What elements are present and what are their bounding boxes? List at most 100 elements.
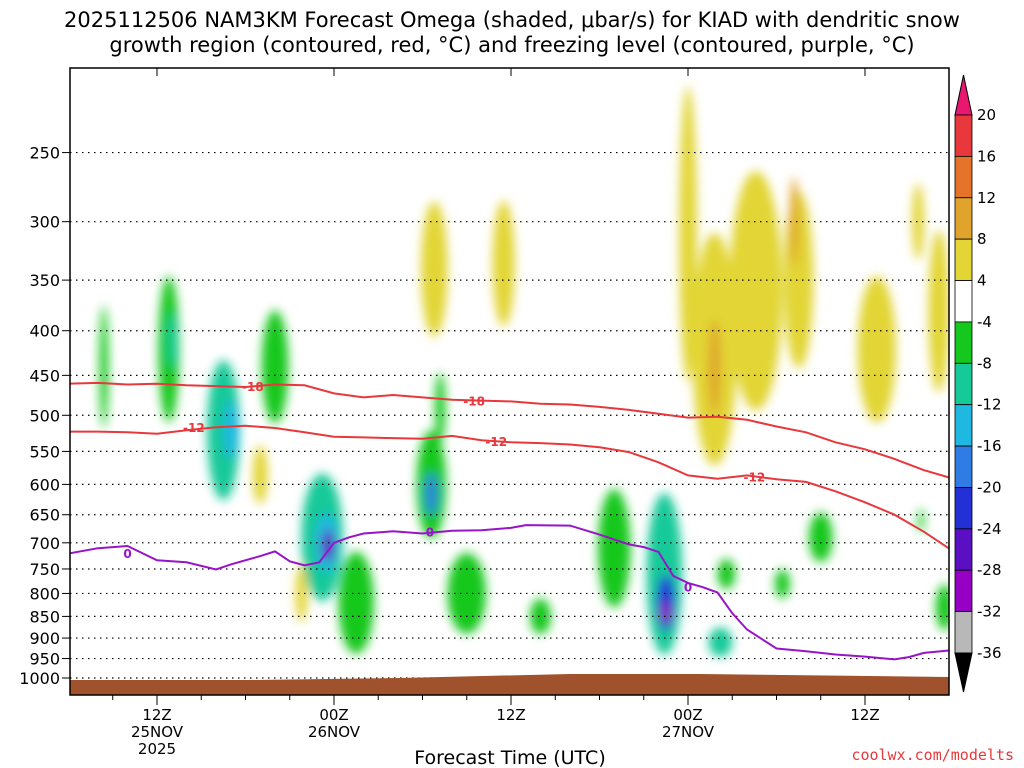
y-tick-350: 350 — [29, 271, 60, 290]
colorbar-segment-9 — [954, 487, 973, 530]
colorbar-bottom-arrow — [954, 652, 973, 693]
colorbar-label-0: 20 — [977, 106, 996, 124]
omega-cell-22 — [661, 600, 671, 624]
omega-cell-4 — [223, 400, 239, 460]
y-tick-650: 650 — [29, 506, 60, 525]
omega-cell-34 — [912, 183, 924, 260]
contour-label--12-2: -12 — [744, 471, 766, 485]
colorbar-label-11: -28 — [977, 561, 1002, 579]
x-tick-label-1-0: 00Z — [319, 706, 348, 724]
omega-cell-14 — [435, 372, 446, 443]
x-tick-label-3-0: 00Z — [673, 706, 702, 724]
colorbar-label-13: -36 — [977, 644, 1002, 662]
contour-label--18-1: -18 — [463, 395, 485, 409]
y-tick-450: 450 — [29, 366, 60, 385]
y-tick-950: 950 — [29, 650, 60, 669]
colorbar-segment-2 — [954, 197, 973, 240]
y-tick-600: 600 — [29, 475, 60, 494]
colorbar-segment-8 — [954, 445, 973, 488]
colorbar-label-1: 16 — [977, 147, 996, 165]
y-tick-400: 400 — [29, 322, 60, 341]
omega-cell-11 — [295, 564, 308, 622]
omega-shading — [99, 86, 949, 657]
omega-cell-0 — [99, 306, 109, 428]
colorbar-label-2: 12 — [977, 189, 996, 207]
contour-label--18-0: -18 — [242, 380, 264, 394]
colorbar-segment-3 — [954, 238, 973, 281]
plot-background — [70, 68, 949, 695]
y-tick-300: 300 — [29, 213, 60, 232]
contour-line-0 — [70, 524, 949, 661]
x-axis-label: Forecast Time (UTC) — [414, 747, 605, 768]
omega-cell-26 — [729, 171, 783, 411]
colorbar-label-6: -8 — [977, 354, 992, 372]
colorbar-segment-12 — [954, 611, 973, 654]
contour-line--18 — [70, 381, 949, 479]
y-axis-ticks: 250 300 350 400 450 500 550 600 650 700 750 800 850 9… — [19, 144, 70, 688]
plot-frame — [69, 67, 950, 696]
colorbar: 20 16 12 8 4 -4 -8 -12 -16 -20 -24 -28 -32 -36 — [954, 74, 1002, 693]
omega-cell-29 — [708, 627, 733, 657]
colorbar-label-4: 4 — [977, 272, 987, 290]
colorbar-segment-4 — [954, 280, 973, 323]
terrain-strip — [70, 674, 949, 695]
y-tick-250: 250 — [29, 144, 60, 163]
omega-cell-32 — [808, 512, 833, 563]
x-tick-label-1-1: 26NOV — [308, 723, 361, 741]
y-tick-850: 850 — [29, 607, 60, 626]
pressure-gridlines — [70, 151, 949, 679]
colorbar-segment-11 — [954, 569, 973, 613]
chart-title-line2: growth region (contoured, red, °C) and f… — [109, 33, 914, 57]
omega-cell-13 — [425, 472, 438, 516]
x-tick-label-0-2: 2025 — [138, 740, 176, 758]
x-tick-label-2-0: 12Z — [496, 706, 525, 724]
contour-label--12-0: -12 — [183, 421, 205, 435]
omega-cell-2 — [167, 312, 177, 368]
y-tick-900: 900 — [29, 629, 60, 648]
colorbar-segment-7 — [954, 404, 973, 447]
omega-cell-25 — [708, 319, 721, 415]
colorbar-top-arrow — [954, 74, 973, 116]
y-tick-700: 700 — [29, 534, 60, 553]
colorbar-segment-0 — [954, 114, 973, 157]
colorbar-label-8: -16 — [977, 437, 1002, 455]
colorbar-segment-10 — [954, 528, 973, 571]
y-tick-550: 550 — [29, 442, 60, 461]
omega-cell-31 — [775, 569, 790, 599]
omega-cell-10 — [338, 551, 374, 654]
y-tick-500: 500 — [29, 406, 60, 425]
omega-cell-18 — [530, 598, 551, 635]
y-tick-1000: 1000 — [19, 669, 60, 688]
colorbar-label-3: 8 — [977, 230, 987, 248]
omega-cell-19 — [598, 488, 631, 608]
colorbar-label-9: -20 — [977, 478, 1002, 496]
omega-cell-33 — [857, 276, 896, 423]
omega-cell-6 — [252, 445, 268, 505]
colorbar-label-12: -32 — [977, 603, 1002, 621]
colorbar-label-10: -24 — [977, 520, 1002, 538]
omega-cell-5 — [261, 310, 289, 424]
chart-title-line1: 2025112506 NAM3KM Forecast Omega (shaded… — [64, 8, 960, 32]
colorbar-label-5: -4 — [977, 313, 992, 331]
omega-cell-15 — [421, 201, 448, 337]
colorbar-segment-5 — [954, 321, 973, 364]
contour-label-0-1: 0 — [426, 525, 434, 539]
x-tick-label-0-0: 12Z — [142, 706, 171, 724]
omega-cell-20 — [646, 492, 683, 655]
credit-text: coolwx.com/modelts — [851, 746, 1014, 764]
contour-labels: -18 -18 -12 -12 -12 0 0 0 — [123, 380, 766, 594]
omega-cell-17 — [492, 200, 515, 327]
plot-area: -18 -18 -12 -12 -12 0 0 0 — [69, 67, 950, 696]
contour-label--12-1: -12 — [485, 435, 507, 449]
contour-label-0-2: 0 — [684, 580, 692, 594]
x-tick-label-4-0: 12Z — [850, 706, 879, 724]
colorbar-segment-1 — [954, 155, 973, 199]
y-tick-750: 750 — [29, 560, 60, 579]
contour-line--12 — [70, 424, 949, 550]
omega-cell-28 — [789, 177, 799, 267]
y-tick-800: 800 — [29, 584, 60, 603]
omega-cell-30 — [717, 559, 736, 589]
contour-lines — [70, 381, 949, 661]
